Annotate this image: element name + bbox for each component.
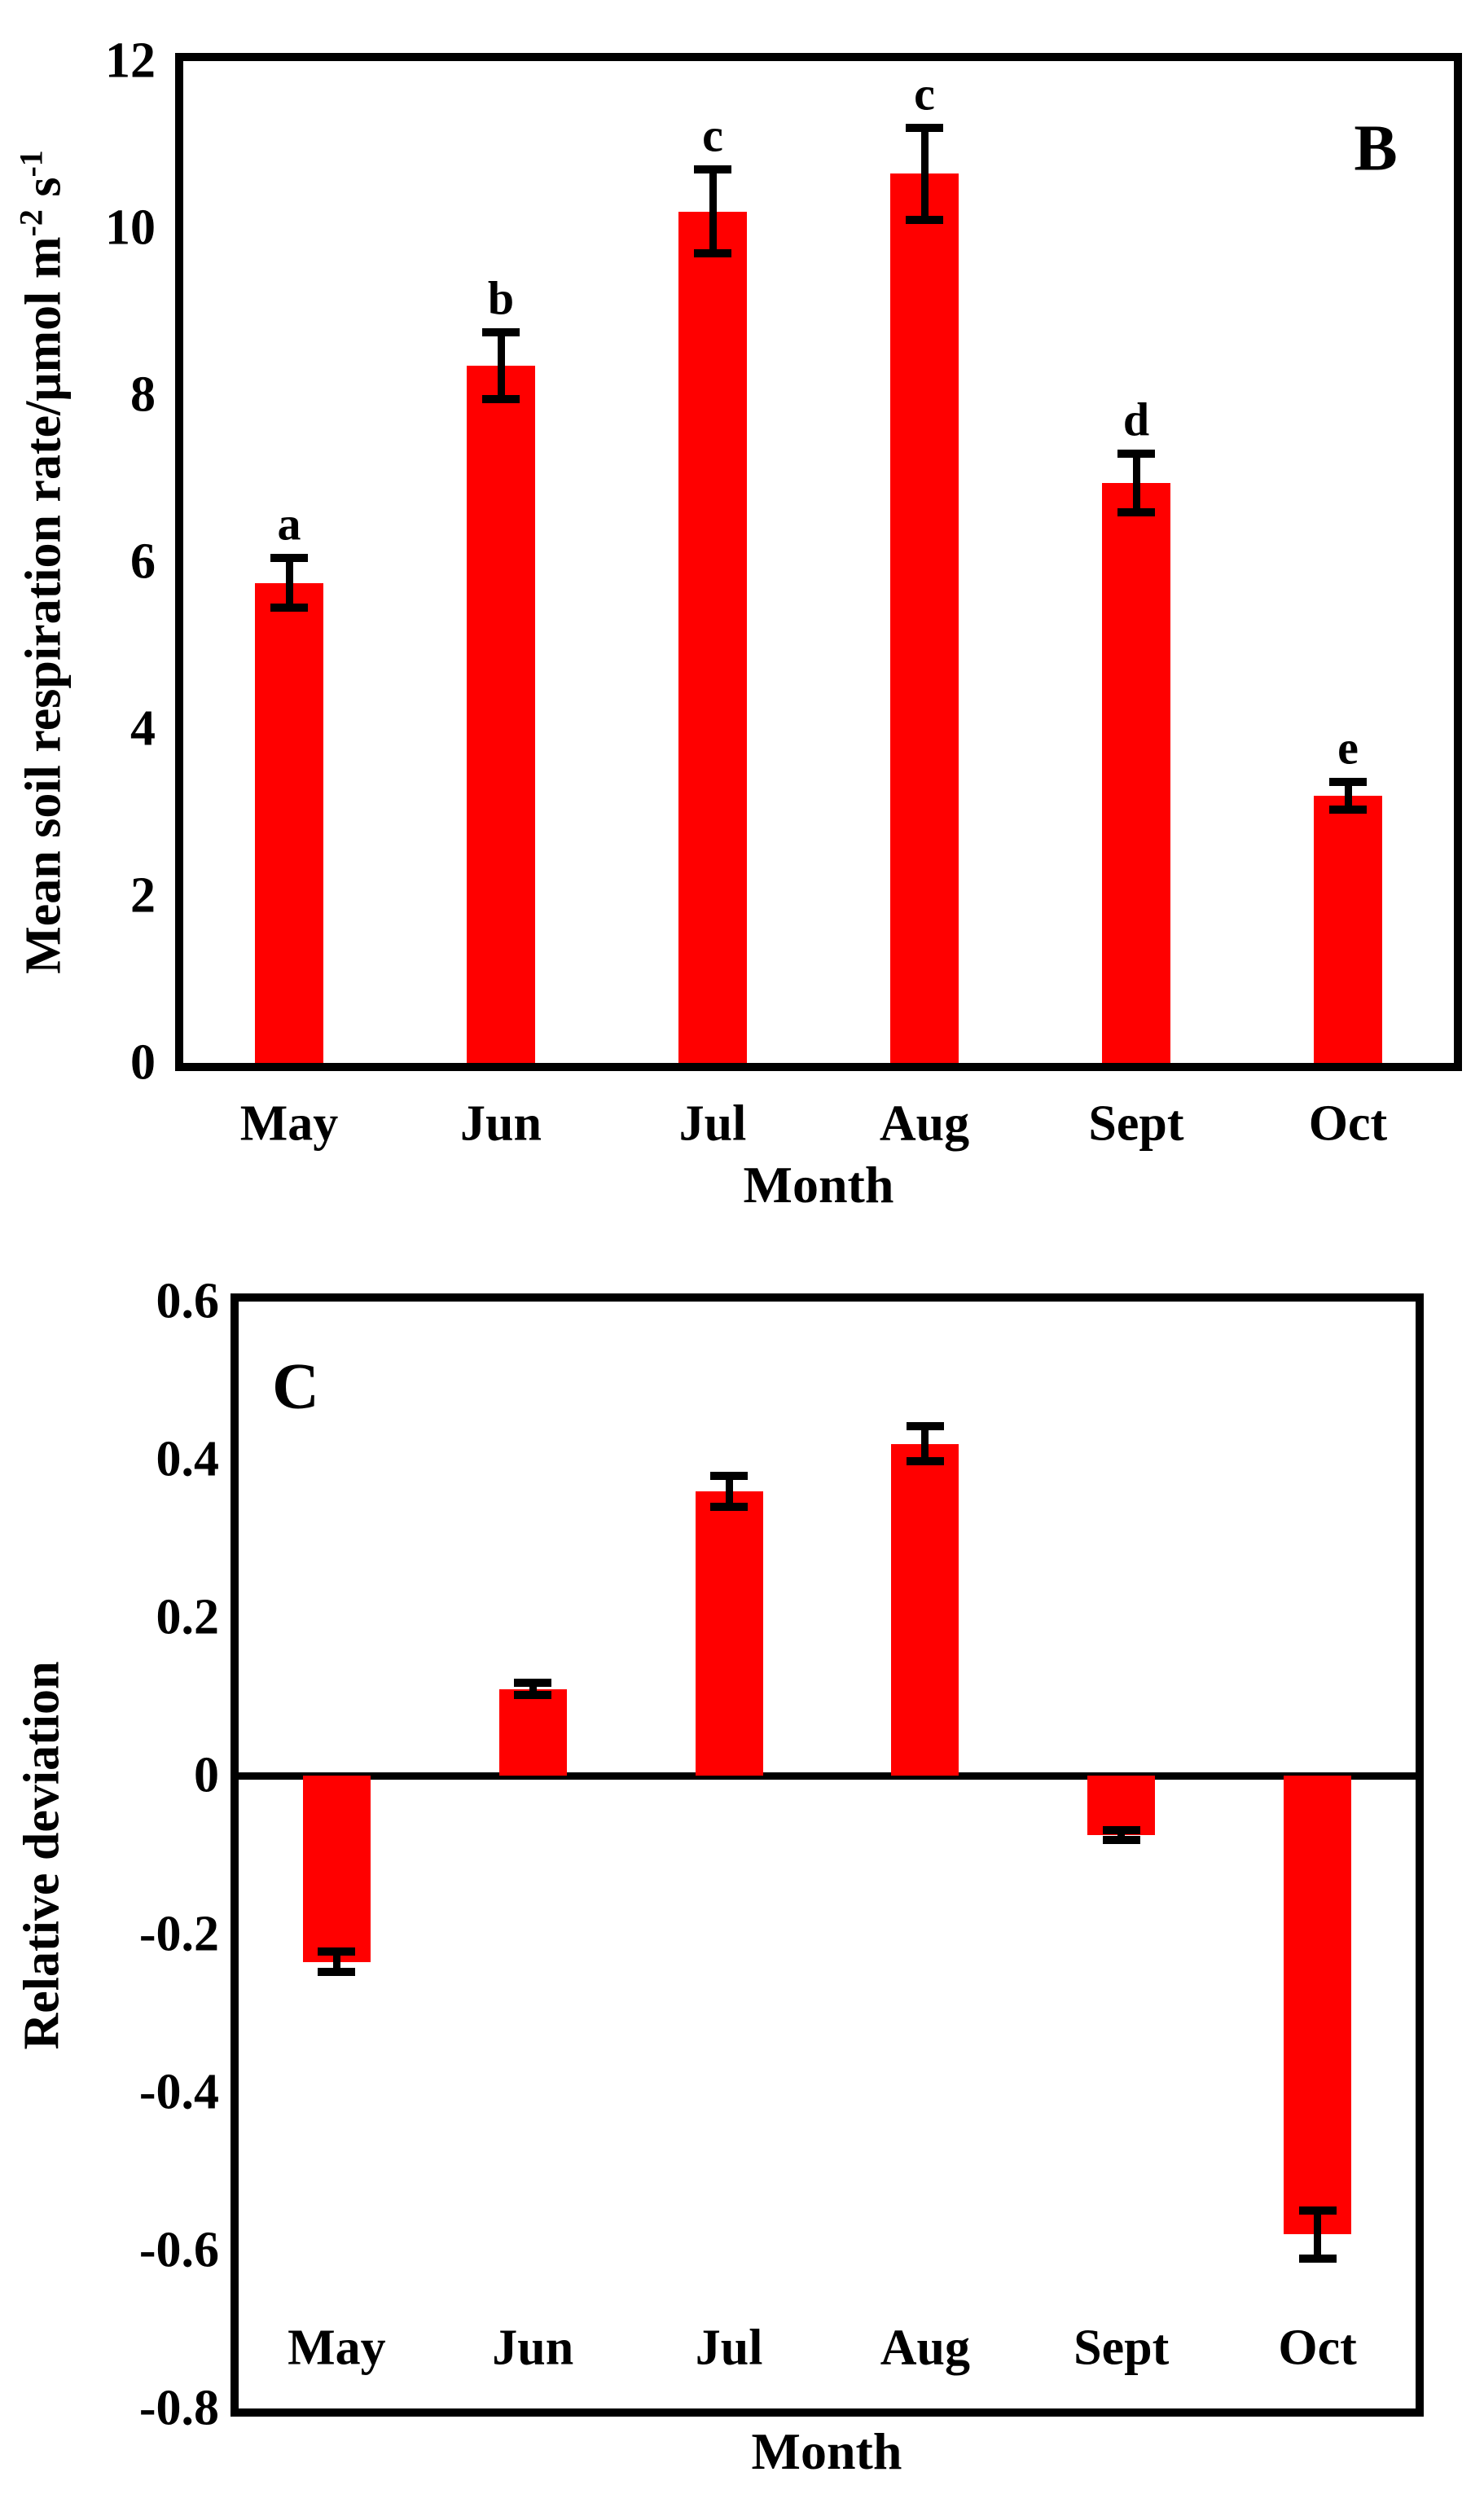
bar-Jul (678, 211, 748, 1063)
bar-Oct (1284, 1776, 1352, 2235)
error-bar-cap-bottom-Oct (1329, 806, 1367, 815)
y-tick-label: 0 (130, 1034, 156, 1091)
error-bar-cap-bottom-Jul (694, 248, 731, 257)
error-bar-cap-top-Jun (514, 1678, 552, 1687)
error-bar-cap-top-Jul (694, 165, 731, 174)
x-category-label-Jun: Jun (460, 1096, 542, 1152)
error-bar-cap-bottom-Jun (482, 395, 520, 404)
chart-B-y-axis-title-superscript: -2 (12, 209, 50, 237)
x-category-label-Oct: Oct (1308, 1096, 1388, 1152)
error-bar-Aug (920, 128, 929, 220)
x-category-label-Aug: Aug (879, 1096, 970, 1152)
x-category-label-Jul: Jul (695, 2320, 763, 2376)
bar-Sept (1101, 482, 1171, 1063)
y-tick-label: 0 (194, 1747, 219, 1803)
error-bar-Sept (1132, 453, 1140, 512)
error-bar-Oct (1314, 2211, 1322, 2259)
chart-B-y-axis-title: Mean soil respiration rate/μmol m-2 s-1 (12, 150, 73, 974)
bar-Jun (466, 366, 536, 1063)
error-bar-cap-top-May (270, 553, 308, 562)
error-bar-cap-top-Oct (1298, 2206, 1337, 2215)
error-bar-Jul (725, 1475, 733, 1508)
error-bar-Oct (1344, 781, 1352, 810)
error-bar-cap-top-Aug (906, 1422, 944, 1431)
error-bar-cap-bottom-Oct (1298, 2254, 1337, 2263)
zero-axis-line (239, 1772, 1416, 1780)
y-tick-label: -0.4 (138, 2064, 219, 2120)
chart-C-y-axis-title: Relative deviation (14, 1662, 72, 2050)
error-bar-cap-top-Sept (1117, 449, 1155, 458)
bar-Jul (695, 1491, 763, 1776)
error-bar-Jun (529, 1682, 537, 1696)
y-tick-label: 12 (105, 33, 156, 89)
bar-Jun (498, 1688, 567, 1776)
significance-letter-Jun: b (487, 271, 515, 325)
error-bar-cap-top-Jul (710, 1471, 749, 1480)
error-bar-cap-bottom-May (318, 1968, 356, 1977)
x-category-label-Oct: Oct (1278, 2320, 1357, 2376)
error-bar-cap-top-Aug (906, 124, 943, 132)
error-bar-Jul (709, 169, 717, 253)
x-category-label-Aug: Aug (880, 2320, 971, 2376)
x-category-label-May: May (239, 1096, 339, 1152)
error-bar-cap-bottom-Sept (1102, 1836, 1140, 1845)
error-bar-May (285, 557, 293, 608)
bar-May (254, 582, 324, 1063)
y-tick-label: 2 (130, 867, 156, 924)
x-category-label-Sept: Sept (1073, 2320, 1170, 2376)
chart-B-plot-area: B 0 2 4 6 8 10 12 a May b Jun c Jul c Aug d Sept e Oct (105, 33, 1462, 1152)
y-tick-label: -0.6 (138, 2222, 219, 2278)
x-category-label-Sept: Sept (1088, 1096, 1184, 1152)
y-tick-label: -0.8 (138, 2380, 219, 2436)
error-bar-cap-top-Sept (1102, 1826, 1140, 1835)
error-bar-cap-bottom-Jul (710, 1503, 749, 1512)
y-tick-label: 4 (130, 700, 156, 757)
y-tick-label: 8 (130, 367, 156, 423)
error-bar-cap-top-May (318, 1947, 356, 1956)
y-tick-label: -0.2 (138, 1906, 219, 1962)
y-tick-label: 0.2 (156, 1589, 220, 1645)
significance-letter-May: a (277, 497, 301, 551)
error-bar-cap-top-Jun (482, 328, 520, 337)
error-bar-Aug (921, 1426, 929, 1462)
error-bar-cap-bottom-Aug (906, 1457, 944, 1466)
y-tick-label: 0.6 (156, 1273, 220, 1329)
error-bar-Sept (1117, 1830, 1126, 1841)
significance-letter-Aug: c (914, 67, 935, 121)
x-category-label-Jul: Jul (678, 1096, 747, 1152)
bar-Oct (1313, 796, 1383, 1063)
chart-C-plot-area: C 0.6 0.4 0.2 0 -0.2 -0.4 -0.6 -0.8 May Jun Jul Aug… (139, 1274, 1424, 2436)
chart-B-x-axis-title: Month (743, 1156, 894, 1214)
y-tick-label: 10 (105, 200, 156, 256)
chart-B-y-axis-title-superscript2: -1 (12, 150, 50, 178)
error-bar-May (332, 1951, 340, 1973)
x-category-label-Jun: Jun (492, 2320, 574, 2376)
error-bar-cap-bottom-May (270, 604, 308, 613)
error-bar-cap-bottom-Jun (514, 1691, 552, 1700)
bar-Aug (891, 1443, 959, 1776)
y-tick-label: 0.4 (156, 1431, 220, 1487)
error-bar-cap-bottom-Aug (906, 215, 943, 224)
chart-C-x-axis-title: Month (751, 2422, 902, 2480)
bar-Aug (889, 173, 959, 1063)
bar-May (302, 1776, 371, 1962)
significance-letter-Sept: d (1122, 393, 1150, 446)
bar-Sept (1087, 1776, 1156, 1836)
significance-letter-Oct: e (1337, 721, 1359, 775)
chart-B-y-axis-title-text: Mean soil respiration rate/μmol m (15, 236, 72, 974)
x-category-label-May: May (288, 2320, 386, 2376)
chart-C-y-axis-title-text: Relative deviation (14, 1661, 70, 2050)
chart-B-panel-label: B (1354, 112, 1398, 185)
chart-B-y-axis-title-text2: s (15, 177, 72, 210)
error-bar-cap-top-Oct (1329, 777, 1367, 786)
chart-C-panel-label: C (272, 1350, 319, 1423)
y-tick-label: 6 (130, 533, 156, 590)
error-bar-cap-bottom-Sept (1117, 507, 1155, 516)
error-bar-Jun (497, 332, 505, 400)
significance-letter-Jul: c (702, 108, 723, 162)
